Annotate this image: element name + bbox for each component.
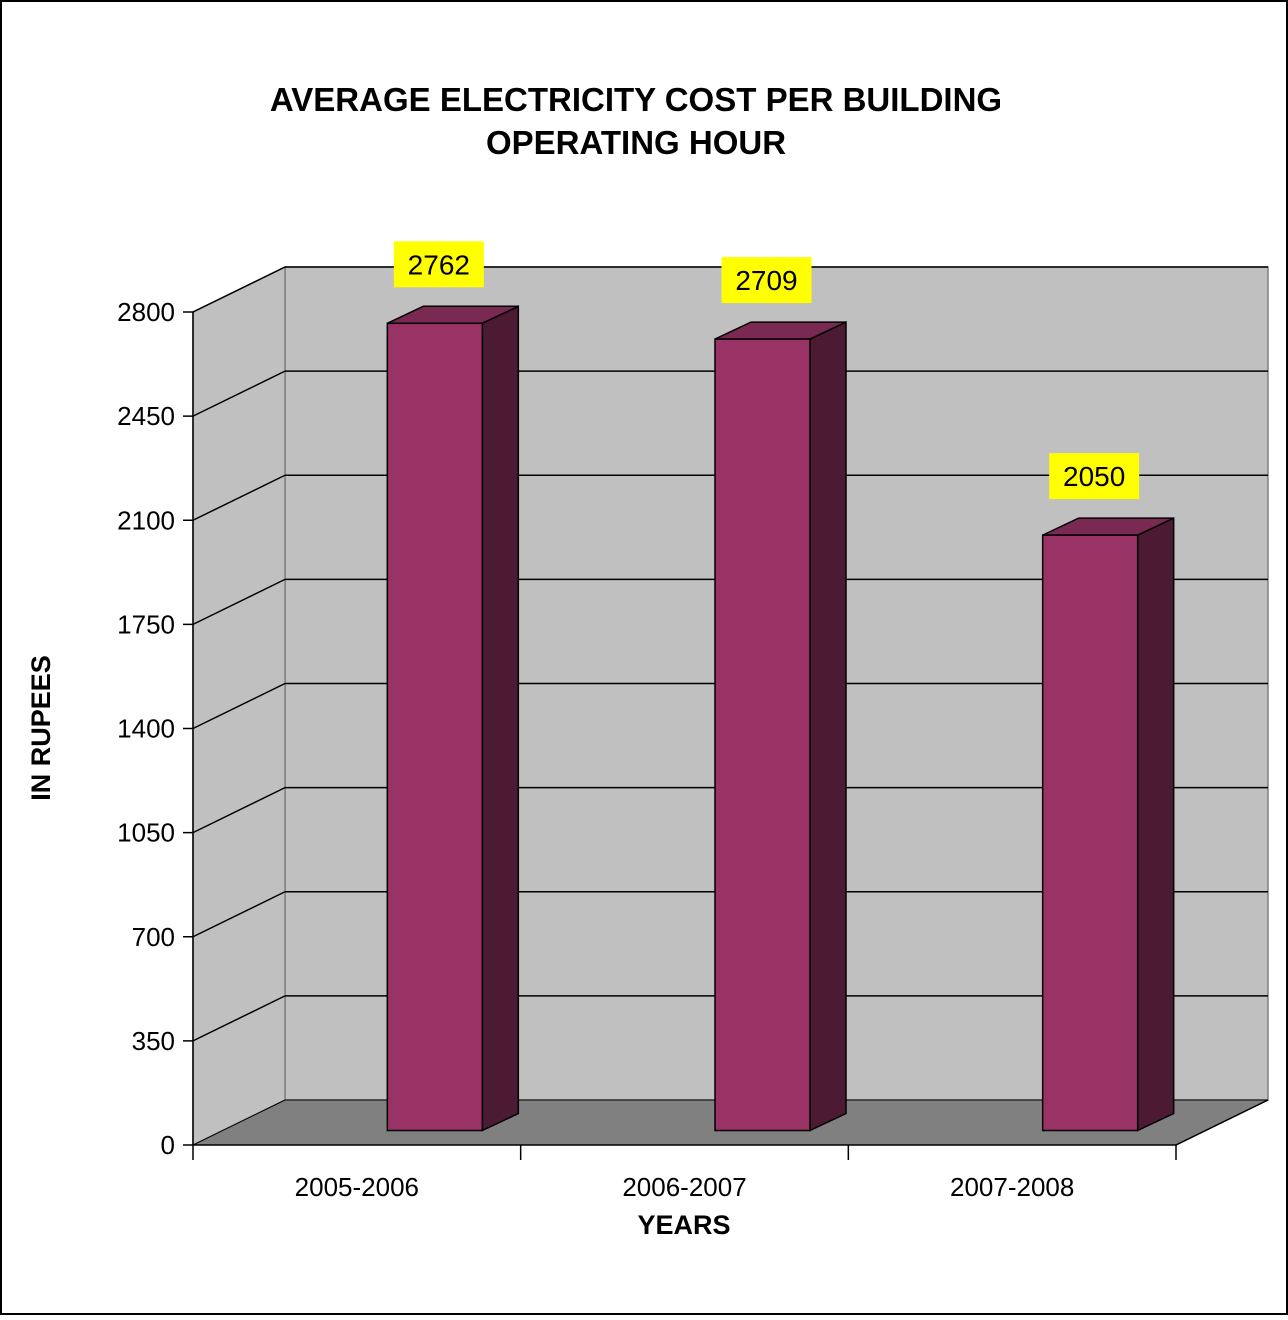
side-gridline <box>192 370 286 417</box>
x-axis-tick-labels: 2005-2006 2006-2007 2007-2008 <box>295 1172 1075 1202</box>
x-tick-label: 2005-2006 <box>295 1172 419 1202</box>
chart-axes <box>183 311 1269 1160</box>
bar-front <box>714 338 811 1132</box>
y-tick-label: 2800 <box>117 297 175 327</box>
floor-edge-line <box>1175 1099 1269 1146</box>
x-tick-label: 2006-2007 <box>622 1172 746 1202</box>
bar-side <box>809 320 847 1132</box>
chart-bars <box>386 305 1175 1132</box>
y-axis-tick-labels: 0 350 700 1050 1400 1750 2100 2450 2800 <box>117 297 175 1160</box>
side-gridline <box>192 995 286 1042</box>
side-gridline <box>192 682 286 730</box>
data-label-text: 2050 <box>1063 461 1125 492</box>
side-gridline <box>192 578 286 626</box>
bar-side <box>481 305 520 1132</box>
side-gridline <box>192 474 286 521</box>
data-label-bg <box>721 257 812 304</box>
bar-front <box>1041 534 1139 1132</box>
y-tick-label: 350 <box>132 1026 175 1056</box>
y-tick-label: 2100 <box>117 505 175 535</box>
data-label-bg <box>1049 453 1140 500</box>
y-axis-title: IN RUPEES <box>26 655 56 801</box>
chart-title-line1: AVERAGE ELECTRICITY COST PER BUILDING <box>270 81 1002 118</box>
x-tick-label: 2007-2008 <box>950 1172 1074 1202</box>
y-tick-label: 0 <box>161 1130 175 1160</box>
bar-2006-2007 <box>714 320 847 1132</box>
data-label: 2050 <box>1049 453 1140 500</box>
chart-data-labels: 2762 2709 2050 <box>393 241 1140 500</box>
x-axis-title: YEARS <box>637 1210 730 1240</box>
chart-title-line2: OPERATING HOUR <box>486 124 786 161</box>
y-tick-label: 1750 <box>117 609 175 639</box>
bar-2007-2008 <box>1041 516 1175 1132</box>
side-gridline <box>192 891 286 938</box>
data-label-text: 2709 <box>735 265 797 296</box>
data-label-bg <box>393 241 484 288</box>
y-tick-label: 1050 <box>117 818 175 848</box>
side-gridline <box>192 266 286 313</box>
data-label-text: 2762 <box>408 249 470 280</box>
side-gridline <box>192 786 286 834</box>
bar-front <box>386 322 484 1132</box>
data-label: 2709 <box>721 257 812 304</box>
data-label: 2762 <box>393 241 484 288</box>
y-tick-label: 1400 <box>117 714 175 744</box>
bar-side <box>1136 516 1175 1132</box>
bar-2005-2006 <box>386 305 520 1132</box>
y-tick-label: 2450 <box>117 401 175 431</box>
y-tick-label: 700 <box>132 922 175 952</box>
